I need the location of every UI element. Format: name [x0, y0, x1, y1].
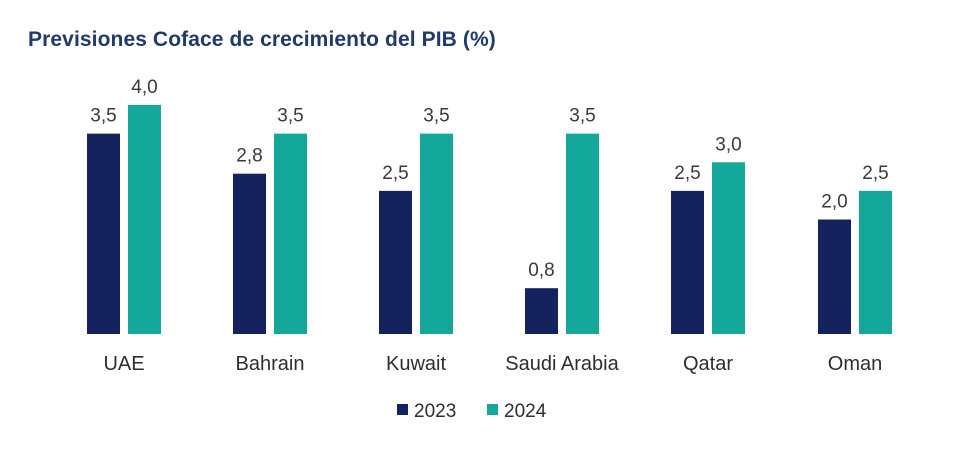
data-label-2024-bahrain: 3,5: [277, 106, 303, 127]
category-label-oman: Oman: [828, 353, 882, 375]
category-label-kuwait: Kuwait: [386, 353, 446, 375]
bar-2023-oman: [818, 219, 851, 334]
bar-2024-kuwait: [420, 133, 453, 334]
category-label-saudi-arabia: Saudi Arabia: [505, 353, 619, 375]
data-label-2023-oman: 2,0: [821, 192, 847, 213]
legend-swatch-2023: [397, 404, 408, 415]
bar-2024-uae: [128, 105, 161, 334]
data-label-2023-saudi-arabia: 0,8: [528, 260, 554, 281]
data-label-2023-kuwait: 2,5: [382, 163, 408, 184]
chart-title: Previsiones Coface de crecimiento del PI…: [28, 28, 496, 51]
data-label-2023-qatar: 2,5: [674, 163, 700, 184]
bar-2023-saudi-arabia: [525, 288, 558, 334]
bar-2023-qatar: [671, 190, 704, 334]
category-label-bahrain: Bahrain: [236, 353, 305, 375]
bar-2024-qatar: [712, 162, 745, 334]
bar-2023-bahrain: [233, 173, 266, 334]
data-label-2023-bahrain: 2,8: [236, 146, 262, 167]
data-label-2024-uae: 4,0: [131, 77, 157, 98]
bar-2023-kuwait: [379, 190, 412, 334]
data-label-2023-uae: 3,5: [90, 106, 116, 127]
data-label-2024-kuwait: 3,5: [423, 106, 449, 127]
category-label-uae: UAE: [103, 353, 144, 375]
data-label-2024-saudi-arabia: 3,5: [569, 106, 595, 127]
bar-2023-uae: [87, 133, 120, 334]
legend-label-2023: 2023: [414, 401, 456, 422]
category-label-qatar: Qatar: [683, 353, 733, 375]
legend-label-2024: 2024: [504, 401, 547, 422]
data-label-2024-oman: 2,5: [862, 163, 888, 184]
bar-2024-bahrain: [274, 133, 307, 334]
bar-2024-oman: [859, 190, 892, 334]
bar-2024-saudi-arabia: [566, 133, 599, 334]
data-label-2024-qatar: 3,0: [715, 134, 741, 155]
legend-swatch-2024: [487, 404, 498, 415]
